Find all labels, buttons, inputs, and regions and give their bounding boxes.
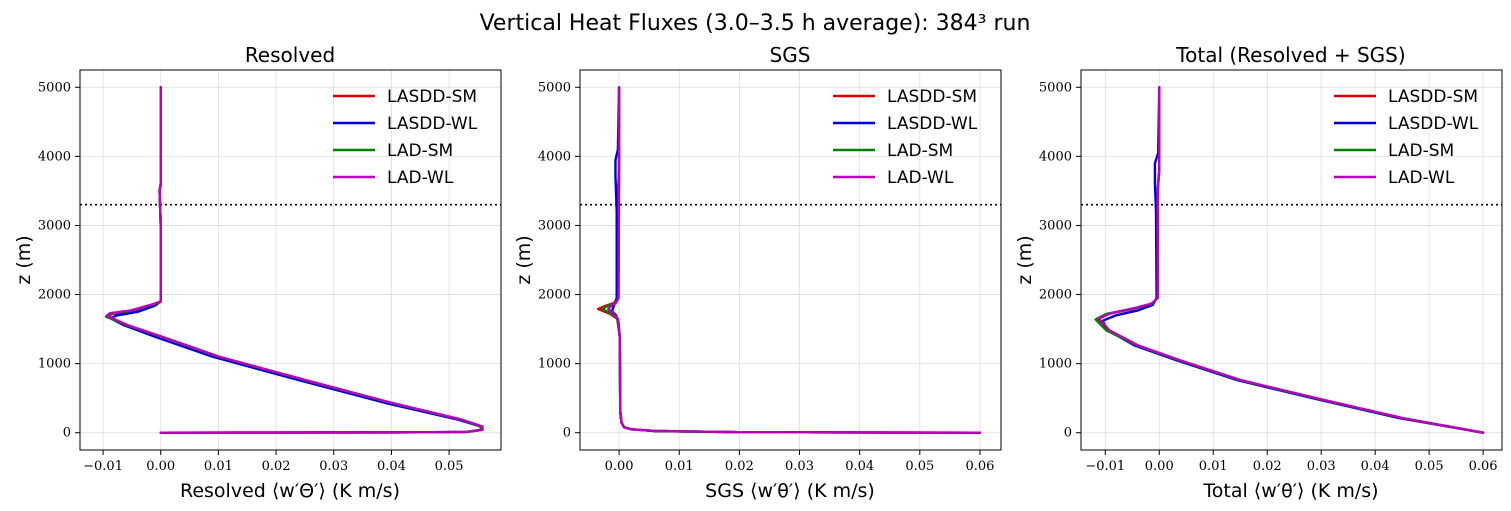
legend-label: LASDD-SM	[387, 87, 477, 107]
y-axis-label: z (m)	[13, 235, 35, 284]
legend-label: LASDD-WL	[1388, 114, 1479, 134]
y-axis-label: z (m)	[1014, 235, 1036, 284]
panel-title: Total (Resolved + SGS)	[1175, 43, 1405, 67]
panel-sgs: SGS SGS ⟨w′θ′⟩ (K m/s) z (m) 0.00 0.01 0.0…	[513, 43, 1002, 502]
x-tick-label: 0.02	[1253, 459, 1282, 474]
figure-suptitle: Vertical Heat Fluxes (3.0–3.5 h average)…	[480, 11, 1031, 36]
x-tick-label: 0.04	[845, 459, 874, 474]
x-tick-label: 0.04	[1361, 459, 1390, 474]
y-tick-label: 5000	[538, 80, 571, 95]
series-line-lad-wl	[105, 86, 484, 434]
legend-label: LASDD-WL	[387, 114, 478, 134]
y-tick-label: 0	[563, 426, 571, 441]
y-tick-label: 2000	[1039, 288, 1072, 303]
panel-total: Total (Resolved + SGS) Total ⟨w′θ′⟩ (K m…	[1014, 43, 1503, 502]
legend-label: LASDD-SM	[1388, 87, 1478, 107]
x-tick-label: 0.03	[1307, 459, 1336, 474]
panel-title: Resolved	[245, 43, 335, 67]
legend-label: LAD-SM	[1388, 141, 1454, 161]
y-tick-label: 2000	[538, 288, 571, 303]
y-tick-label: 5000	[1039, 80, 1072, 95]
x-tick-label: 0.01	[665, 459, 694, 474]
y-tick-label: 2000	[38, 288, 71, 303]
y-axis-label: z (m)	[513, 235, 535, 284]
y-tick-label: 1000	[1039, 357, 1072, 372]
x-axis-label: SGS ⟨w′θ′⟩ (K m/s)	[705, 480, 875, 502]
panel-resolved: Resolved Resolved ⟨w′Θ′⟩ (K m/s) z (m) −…	[13, 43, 502, 502]
series-line-lad-sm	[1094, 86, 1485, 434]
x-tick-label: −0.01	[83, 459, 123, 474]
series-line-lad-wl	[607, 86, 982, 434]
series-line-lasdd-sm	[1095, 86, 1485, 434]
y-tick-label: 0	[63, 426, 71, 441]
y-tick-label: 3000	[38, 218, 71, 233]
y-tick-label: 5000	[38, 80, 71, 95]
plot-frame	[579, 69, 1002, 451]
series-line-lasdd-sm	[596, 86, 982, 434]
x-tick-label: 0.06	[965, 459, 994, 474]
x-tick-label: 0.05	[1415, 459, 1444, 474]
legend-label: LASDD-WL	[887, 114, 978, 134]
x-tick-label: −0.01	[1085, 459, 1125, 474]
legend: LASDD-SM LASDD-WL LAD-SM LAD-WL	[1334, 87, 1479, 188]
x-axis-label: Resolved ⟨w′Θ′⟩ (K m/s)	[180, 480, 400, 502]
series-line-lad-sm	[104, 86, 483, 434]
series-line-lasdd-wl	[108, 86, 483, 434]
x-tick-label: 0.00	[146, 459, 175, 474]
series-line-lasdd-sm	[106, 86, 483, 434]
y-tick-label: 1000	[538, 357, 571, 372]
legend: LASDD-SM LASDD-WL LAD-SM LAD-WL	[333, 87, 478, 188]
x-tick-label: 0.02	[725, 459, 754, 474]
plot-frame	[1080, 69, 1503, 451]
y-tick-label: 0	[1064, 426, 1072, 441]
x-tick-label: 0.02	[262, 459, 291, 474]
x-tick-label: 0.05	[905, 459, 934, 474]
legend-label: LAD-SM	[887, 141, 953, 161]
y-tick-label: 1000	[38, 357, 71, 372]
y-tick-label: 4000	[1039, 149, 1072, 164]
legend-label: LAD-WL	[387, 168, 454, 188]
legend-label: LASDD-SM	[887, 87, 977, 107]
y-tick-label: 4000	[538, 149, 571, 164]
series-line-lad-sm	[601, 86, 982, 434]
x-tick-label: 0.05	[435, 459, 464, 474]
x-tick-label: 0.01	[204, 459, 233, 474]
legend: LASDD-SM LASDD-WL LAD-SM LAD-WL	[833, 87, 978, 188]
x-tick-label: 0.06	[1469, 459, 1498, 474]
y-tick-label: 3000	[538, 218, 571, 233]
legend-label: LAD-WL	[1388, 168, 1455, 188]
y-tick-label: 3000	[1039, 218, 1072, 233]
series-line-lad-wl	[1097, 86, 1485, 434]
plot-frame	[79, 69, 502, 451]
x-tick-label: 0.00	[605, 459, 634, 474]
x-tick-label: 0.00	[1145, 459, 1174, 474]
x-tick-label: 0.03	[785, 459, 814, 474]
legend-label: LAD-WL	[887, 168, 954, 188]
x-tick-label: 0.04	[377, 459, 406, 474]
x-axis-label: Total ⟨w′θ′⟩ (K m/s)	[1202, 480, 1378, 502]
y-tick-label: 4000	[38, 149, 71, 164]
x-tick-label: 0.03	[319, 459, 348, 474]
panel-title: SGS	[770, 43, 811, 67]
legend-label: LAD-SM	[387, 141, 453, 161]
x-tick-label: 0.01	[1199, 459, 1228, 474]
series-line-lasdd-wl	[610, 86, 982, 434]
